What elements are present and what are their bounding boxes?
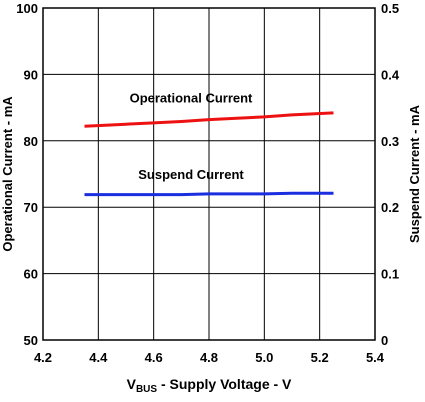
x-tick-label: 4.8 [200,350,218,365]
series-label-operational-current: Operational Current [130,91,253,106]
y-left-tick-label: 50 [24,333,38,348]
series-group [84,111,334,197]
x-axis-label-rest: - Supply Voltage - V [157,376,292,392]
x-tick-label: 4.6 [145,350,163,365]
y-right-tick-label: 0.3 [381,134,399,149]
y-right-tick-label: 0.2 [381,200,399,215]
x-tick-label: 4.2 [34,350,52,365]
y-right-tick-label: 0.1 [381,267,399,282]
x-axis-label: VBUS - Supply Voltage - V [127,376,292,395]
y-left-tick-label: 60 [24,267,38,282]
series-line-operational-current [84,111,334,128]
series-label-suspend-current: Suspend Current [138,167,244,182]
x-axis-label-subscript: BUS [136,384,157,395]
grid [43,8,375,340]
y-axis-left-label: Operational Current - mA [0,96,15,252]
x-tick-label: 5.4 [366,350,385,365]
y-right-tick-label: 0.4 [381,67,400,82]
y-left-tick-label: 70 [24,200,38,215]
series-line-suspend-current [84,191,334,197]
y-left-tick-label: 100 [16,1,38,16]
y-left-tick-label: 80 [24,134,38,149]
x-tick-label: 5.2 [311,350,329,365]
y-right-tick-label: 0.5 [381,1,399,16]
tick-labels: 4.2 4.4 4.6 4.8 5.0 5.2 5.4 50 60 70 80 90 100 0 0.1 0.… [16,1,400,365]
y-right-tick-label: 0 [381,333,388,348]
y-axis-right-label: Suspend Current - mA [407,104,422,243]
y-left-tick-label: 90 [24,67,38,82]
x-tick-label: 4.4 [89,350,108,365]
plot-frame [42,7,376,341]
x-tick-label: 5.0 [255,350,273,365]
x-axis-label-main: V [127,376,137,392]
